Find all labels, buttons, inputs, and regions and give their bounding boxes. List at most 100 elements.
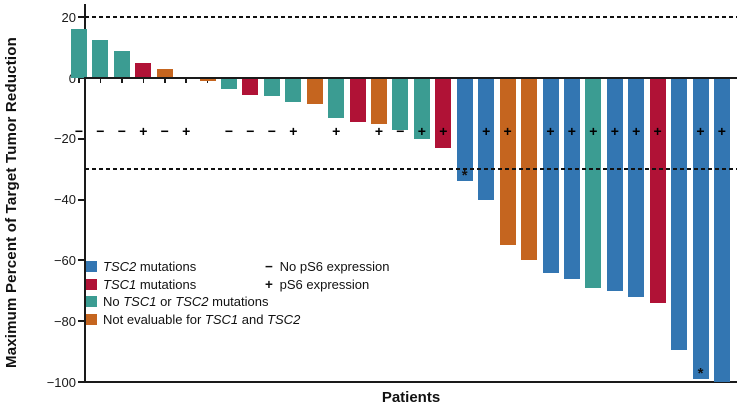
ps6-sign: + (610, 123, 619, 139)
ps6-legend-label: No pS6 expression (276, 259, 390, 274)
ps6-sign: + (717, 123, 726, 139)
patient-bar (285, 78, 302, 103)
legend-item: TSC2 mutations (86, 258, 196, 275)
x-tick (99, 78, 102, 83)
patient-bar (71, 29, 87, 78)
ps6-sign: − (74, 123, 84, 139)
y-tick-label: −80 (53, 313, 76, 329)
patient-bar (499, 78, 516, 246)
x-tick (78, 78, 80, 83)
y-tick (78, 198, 85, 201)
ps6-sign: + (632, 123, 641, 139)
y-tick (78, 16, 85, 19)
ps6-sign: − (224, 123, 234, 139)
y-tick (78, 137, 85, 140)
patient-bar (649, 78, 666, 303)
y-tick (78, 77, 85, 79)
dashed-reference-line (85, 168, 737, 171)
ps6-sign: + (182, 123, 191, 139)
ps6-sign: + (653, 123, 662, 139)
ps6-sign: − (96, 123, 105, 139)
ps6-sign: + (589, 123, 598, 139)
ps6-sign: − (246, 123, 255, 139)
legend-swatch (86, 296, 97, 307)
ps6-legend-item: − No pS6 expression (262, 258, 389, 275)
legend-label: No TSC1 or TSC2 mutations (103, 294, 269, 309)
y-tick (78, 381, 85, 383)
patient-bar (328, 78, 345, 118)
ps6-legend-symbol: − (265, 259, 273, 274)
patient-bar (671, 78, 687, 351)
patient-bar (306, 78, 323, 104)
patient-bar (392, 78, 409, 130)
ps6-sign: + (482, 123, 491, 139)
ps6-sign: + (546, 123, 555, 139)
patient-bar (606, 78, 623, 291)
y-tick-label: −100 (46, 374, 76, 390)
patient-bar (263, 78, 280, 97)
zero-baseline (84, 76, 737, 80)
x-tick (185, 78, 187, 83)
patient-bar (563, 78, 580, 279)
patient-bar (628, 78, 645, 297)
ps6-sign: − (117, 123, 126, 139)
ps6-sign: + (696, 123, 705, 139)
x-tick (121, 78, 123, 83)
x-tick (164, 78, 166, 83)
patient-bar (585, 78, 602, 288)
ps6-sign: − (396, 123, 405, 139)
legend-item: No TSC1 or TSC2 mutations (86, 293, 268, 310)
patient-bar (113, 50, 130, 78)
y-tick-label: 20 (61, 9, 76, 25)
x-axis-baseline (84, 380, 737, 383)
patient-bar (92, 40, 109, 78)
y-tick-label: −20 (53, 131, 76, 147)
legend-item: TSC1 mutations (86, 276, 196, 293)
y-tick (78, 259, 85, 262)
ps6-sign: − (160, 123, 169, 139)
patient-bar (713, 78, 730, 382)
footnote-asterisk: * (461, 166, 468, 184)
ps6-sign: + (332, 123, 341, 139)
y-tick-label: −40 (53, 192, 76, 208)
patient-bar (435, 78, 452, 148)
patient-bar (199, 78, 216, 81)
ps6-sign: + (289, 123, 298, 139)
x-tick (142, 78, 144, 83)
y-tick-label: 0 (68, 70, 76, 86)
ps6-sign: + (503, 123, 512, 139)
patient-bar (156, 68, 173, 78)
patient-bar (371, 78, 387, 124)
ps6-legend-item: + pS6 expression (262, 276, 369, 293)
ps6-sign: − (267, 123, 276, 139)
ps6-legend-symbol: + (265, 276, 273, 292)
legend-item: Not evaluable for TSC1 and TSC2 (86, 311, 300, 328)
ps6-legend-label: pS6 expression (276, 276, 370, 292)
patient-bar (349, 78, 366, 123)
footnote-asterisk: * (697, 364, 704, 382)
y-tick-label: −60 (53, 252, 76, 268)
ps6-sign: + (439, 123, 448, 139)
ps6-sign: + (417, 123, 426, 139)
patient-bar (221, 78, 237, 89)
legend-label: Not evaluable for TSC1 and TSC2 (103, 311, 301, 327)
patient-bar (542, 78, 559, 273)
legend-label: TSC2 mutations (103, 259, 197, 274)
ps6-sign: + (567, 123, 576, 139)
patient-bar (692, 78, 709, 379)
y-tick (78, 320, 85, 323)
legend-swatch (86, 278, 97, 290)
legend-swatch (86, 261, 97, 272)
y-axis-line (84, 4, 86, 382)
legend-label: TSC1 mutations (103, 276, 197, 292)
legend-swatch (86, 313, 97, 325)
patient-bar (413, 78, 430, 139)
ps6-sign: + (374, 123, 384, 139)
patient-bar (456, 78, 473, 182)
ps6-sign: + (139, 123, 148, 139)
x-axis-title: Patients (381, 389, 441, 406)
dashed-reference-line (85, 16, 737, 19)
patient-bar (242, 78, 259, 95)
